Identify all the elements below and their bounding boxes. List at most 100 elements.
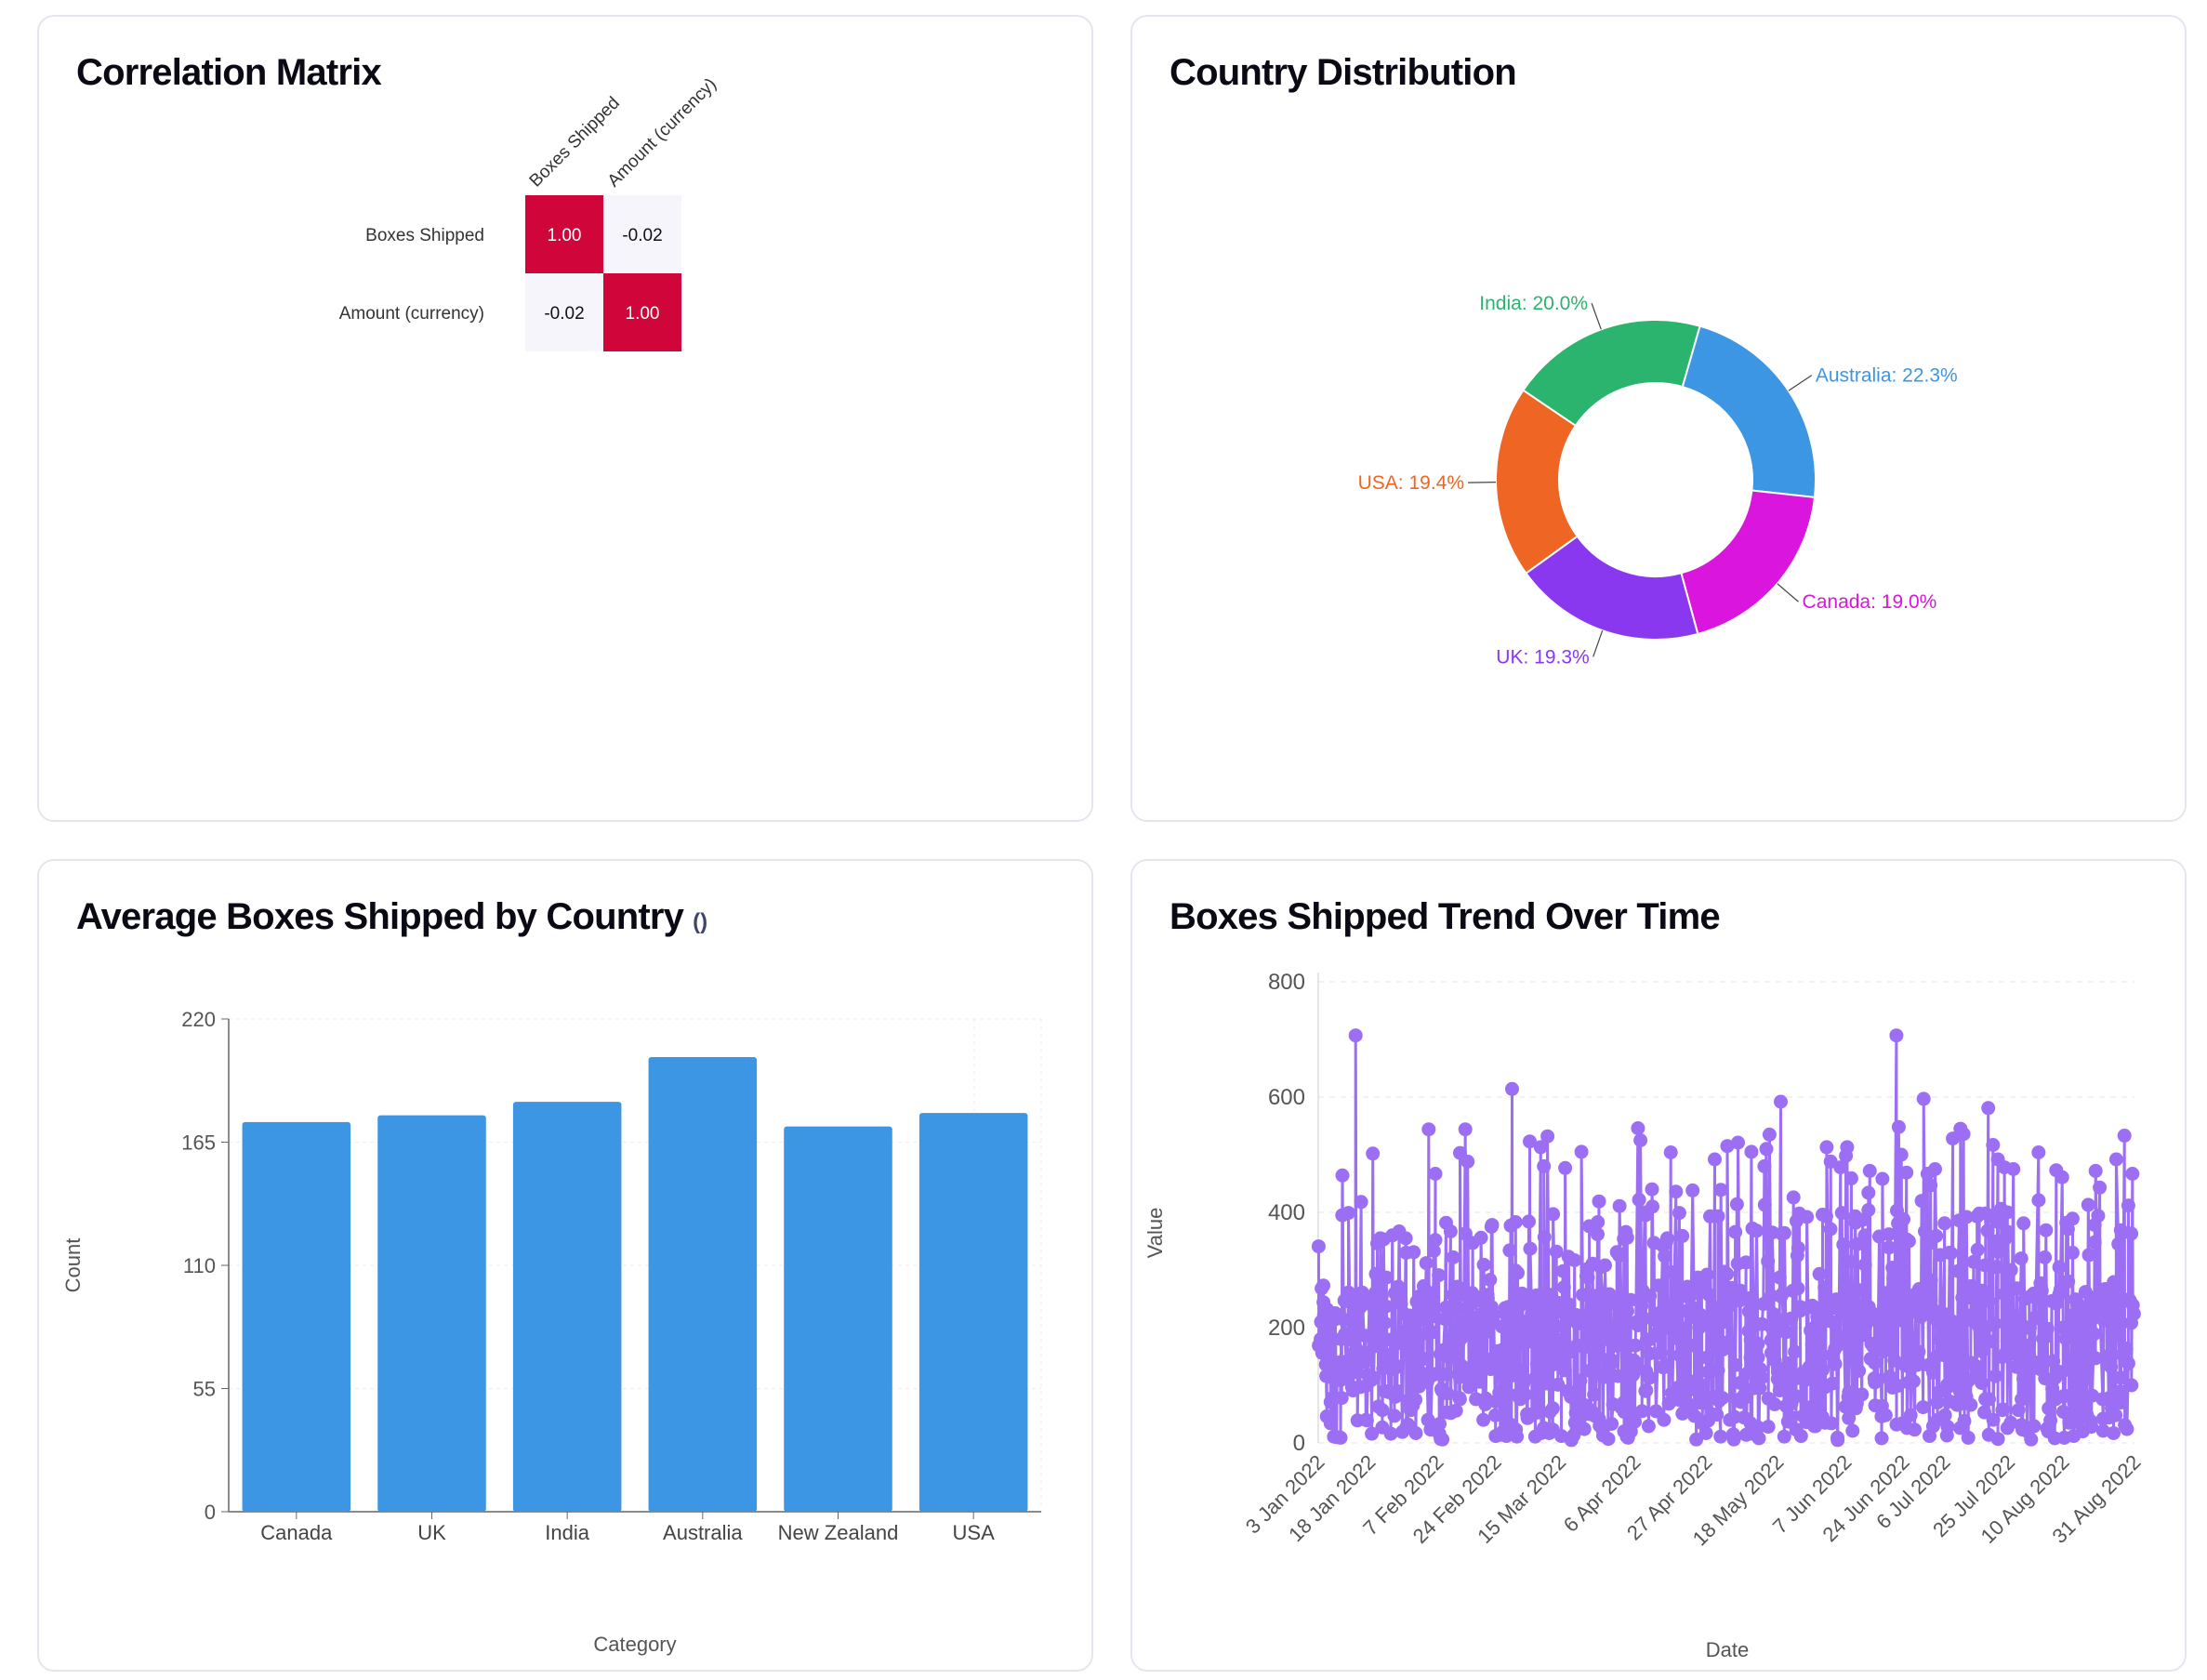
- trend-point: [1432, 1268, 1447, 1283]
- trend-point: [2104, 1359, 2119, 1374]
- trend-point: [2003, 1415, 2018, 1430]
- trend-point: [1975, 1283, 1989, 1298]
- trend-point: [2065, 1211, 2080, 1226]
- trend-point: [1674, 1303, 1689, 1318]
- trend-point: [1452, 1392, 1467, 1407]
- donut-slice-label: UK: 19.3%: [1496, 646, 1589, 668]
- trend-point: [2016, 1216, 2031, 1231]
- trend-point: [1767, 1397, 1782, 1411]
- trend-point: [1591, 1215, 1606, 1229]
- trend-point: [1970, 1242, 1985, 1257]
- trend-point: [2031, 1145, 2046, 1159]
- trend-point: [1906, 1374, 1921, 1389]
- trend-point: [1348, 1028, 1363, 1043]
- trend-point: [2111, 1320, 2126, 1335]
- trend-point: [2124, 1226, 2139, 1241]
- trend-point: [1596, 1369, 1611, 1384]
- trend-point: [1981, 1294, 1996, 1308]
- trend-point: [2073, 1383, 2088, 1398]
- trend-point: [1476, 1257, 1491, 1272]
- trend-point: [1921, 1237, 1935, 1252]
- trend-point: [1663, 1145, 1678, 1159]
- trend-point: [1789, 1389, 1804, 1404]
- trend-point: [1833, 1302, 1848, 1316]
- trend-point: [2107, 1426, 2121, 1440]
- trend-point: [1605, 1417, 1619, 1431]
- trend-point: [1750, 1224, 1764, 1238]
- trend-point: [1349, 1342, 1364, 1356]
- trend-point: [1645, 1182, 1659, 1197]
- trend-point: [1751, 1420, 1765, 1435]
- trend-point: [1459, 1315, 1473, 1329]
- trend-point: [1981, 1101, 1996, 1116]
- trend-point: [1394, 1284, 1408, 1299]
- heatmap-cell: [603, 195, 681, 273]
- trend-point: [1562, 1297, 1577, 1312]
- bar-x-tick-label: USA: [953, 1521, 996, 1544]
- trend-point: [1570, 1316, 1585, 1331]
- trend-point: [1643, 1289, 1658, 1303]
- average-title-note[interactable]: (): [693, 909, 708, 934]
- trend-point: [1567, 1253, 1582, 1267]
- trend-point: [1744, 1144, 1759, 1159]
- trend-point: [1456, 1326, 1471, 1341]
- average-bar-chart: 0 55 110 165 220 Canada UK India Australia New Ze…: [61, 1008, 1042, 1656]
- trend-title: Boxes Shipped Trend Over Time: [1170, 896, 1721, 937]
- trend-point: [1483, 1273, 1498, 1287]
- trend-point: [2001, 1224, 2015, 1239]
- donut-leader-line: [1591, 302, 1602, 330]
- trend-point: [2035, 1355, 2050, 1369]
- trend-point: [2087, 1327, 2101, 1342]
- trend-point: [1791, 1240, 1805, 1255]
- trend-point: [1557, 1363, 1572, 1378]
- trend-point: [1628, 1338, 1643, 1353]
- trend-point: [1333, 1430, 1348, 1445]
- trend-point: [1558, 1160, 1573, 1175]
- heatmap-cell-label: 1.00: [548, 226, 582, 245]
- trend-point: [1988, 1369, 2002, 1383]
- trend-point: [1728, 1357, 1743, 1372]
- trend-point: [1954, 1345, 1969, 1360]
- heatmap-cell: [525, 273, 603, 351]
- trend-point: [1937, 1348, 1952, 1363]
- trend-point: [2107, 1275, 2121, 1290]
- trend-point: [1751, 1431, 1766, 1446]
- trend-point: [1555, 1263, 1570, 1278]
- trend-point: [1503, 1353, 1518, 1368]
- trend-point: [1894, 1313, 1909, 1328]
- trend-point: [1336, 1312, 1351, 1327]
- bar: [242, 1121, 351, 1512]
- trend-point: [1889, 1028, 1904, 1043]
- trend-point: [1514, 1286, 1529, 1301]
- trend-point: [1685, 1183, 1700, 1197]
- trend-point: [1940, 1420, 1955, 1435]
- trend-point: [1653, 1345, 1668, 1360]
- trend-point: [1741, 1304, 1756, 1319]
- trend-point: [2065, 1245, 2080, 1260]
- trend-point: [1323, 1416, 1338, 1431]
- trend-point: [2120, 1422, 2134, 1436]
- trend-point: [1592, 1194, 1606, 1209]
- trend-point: [1963, 1397, 1978, 1412]
- trend-point: [1449, 1299, 1464, 1314]
- trend-point: [2121, 1198, 2135, 1213]
- bar-x-tick-label: New Zealand: [778, 1521, 899, 1544]
- bar: [377, 1115, 486, 1512]
- trend-point: [1816, 1362, 1830, 1377]
- trend-point: [2003, 1263, 2018, 1277]
- donut-slice-label: Canada: 19.0%: [1803, 591, 1937, 613]
- trend-point: [1379, 1299, 1394, 1314]
- trend-point: [1764, 1333, 1778, 1348]
- trend-point: [1573, 1373, 1588, 1388]
- trend-point: [1986, 1412, 2001, 1427]
- trend-point: [1828, 1356, 1843, 1371]
- trend-point: [1836, 1237, 1851, 1252]
- trend-point: [1845, 1423, 1860, 1438]
- trend-point: [1632, 1316, 1647, 1331]
- trend-point: [2006, 1162, 2021, 1176]
- trend-point: [1619, 1316, 1633, 1331]
- donut-slice: [1495, 389, 1579, 575]
- trend-point: [1997, 1287, 2012, 1302]
- trend-point: [1461, 1380, 1476, 1395]
- trend-point: [1991, 1215, 2006, 1229]
